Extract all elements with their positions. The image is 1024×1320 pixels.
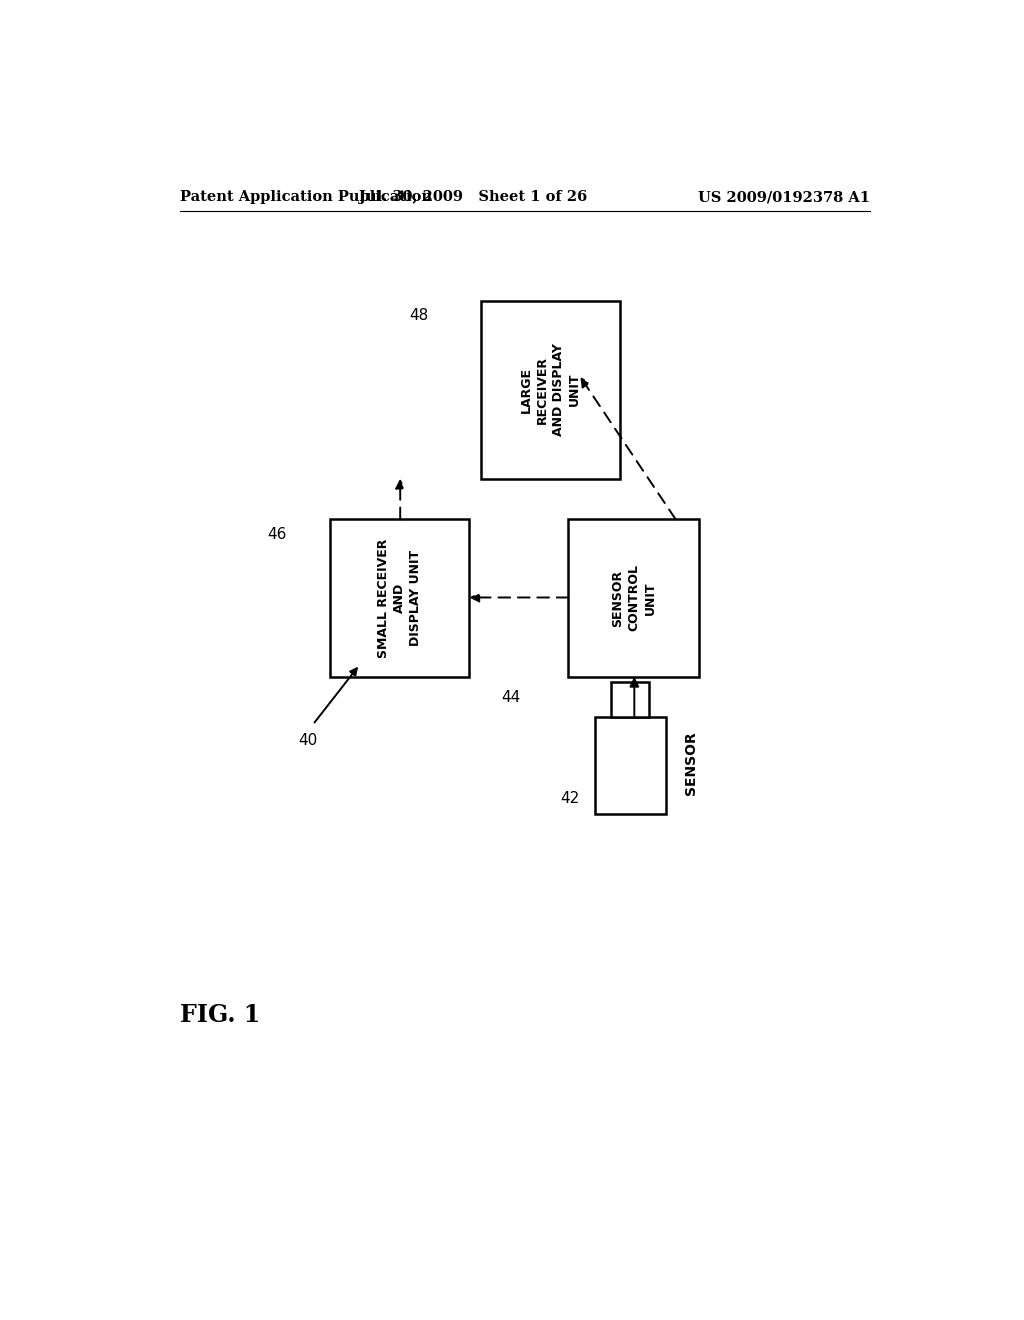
Text: US 2009/0192378 A1: US 2009/0192378 A1 (698, 190, 870, 205)
Text: 44: 44 (501, 689, 520, 705)
Bar (331, 519, 469, 677)
Text: SMALL RECEIVER
AND
DISPLAY UNIT: SMALL RECEIVER AND DISPLAY UNIT (377, 539, 422, 657)
Text: FIG. 1: FIG. 1 (179, 1003, 260, 1027)
Text: SENSOR
CONTROL
UNIT: SENSOR CONTROL UNIT (611, 565, 656, 631)
Bar (610, 682, 648, 718)
Text: 48: 48 (410, 309, 429, 323)
Text: SENSOR: SENSOR (684, 731, 697, 795)
Text: 42: 42 (560, 791, 580, 807)
Text: Patent Application Publication: Patent Application Publication (179, 190, 431, 205)
Text: 46: 46 (267, 527, 287, 543)
Text: LARGE
RECEIVER
AND DISPLAY
UNIT: LARGE RECEIVER AND DISPLAY UNIT (520, 343, 581, 436)
Text: 40: 40 (299, 733, 317, 747)
Text: Jul. 30, 2009   Sheet 1 of 26: Jul. 30, 2009 Sheet 1 of 26 (359, 190, 588, 205)
Bar (595, 718, 666, 814)
Bar (481, 301, 621, 479)
Bar (568, 519, 699, 677)
